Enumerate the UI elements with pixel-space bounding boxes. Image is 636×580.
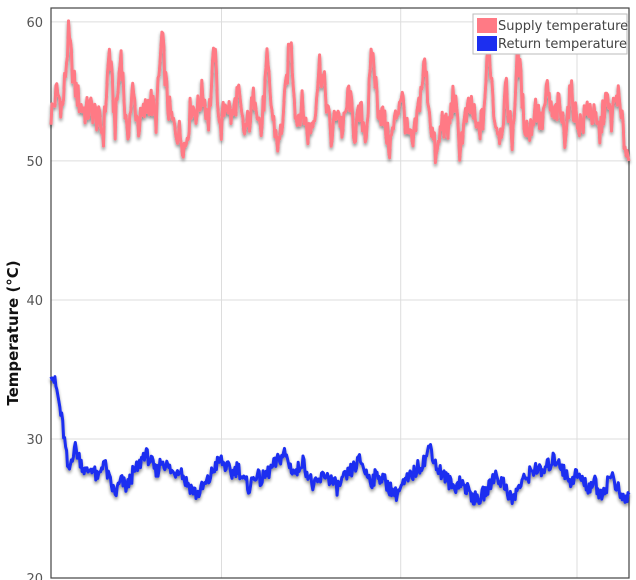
legend-box — [472, 13, 628, 55]
series-lines — [49, 19, 631, 506]
y-tick-label: 40 — [26, 294, 43, 309]
grid — [50, 8, 629, 579]
y-axis-title: Temperature (°C) — [4, 260, 22, 405]
series-line-return — [49, 375, 631, 506]
y-tick-label: 20 — [26, 572, 43, 580]
y-tick-label: 60 — [26, 16, 43, 31]
legend-label: Supply temperature — [498, 19, 628, 34]
legend: Supply temperature Return temperature — [472, 13, 628, 55]
y-axis: 20 30 40 50 60 — [26, 7, 630, 580]
y-tick-label: 50 — [26, 155, 43, 170]
y-tick-label: 30 — [26, 433, 43, 448]
legend-swatch — [477, 18, 497, 33]
legend-swatch — [477, 36, 497, 51]
legend-label: Return temperature — [498, 37, 627, 52]
plot-frame — [50, 7, 630, 579]
series-line-supply — [49, 19, 631, 165]
